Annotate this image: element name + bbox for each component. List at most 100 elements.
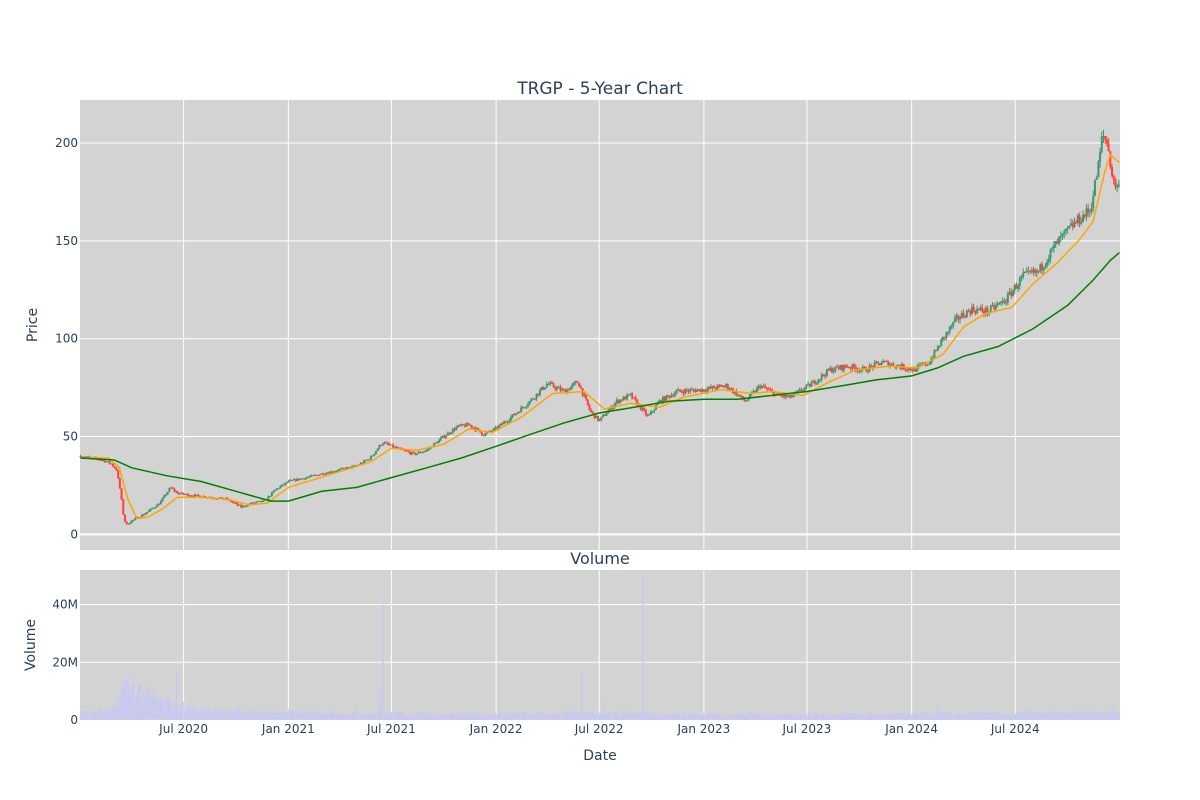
volume-bar (612, 714, 615, 720)
candle-body (1081, 214, 1084, 222)
candle-body (800, 389, 803, 392)
volume-bar (93, 711, 96, 720)
volume-bar (670, 714, 673, 720)
candle-body (933, 350, 936, 359)
candle-body (571, 384, 574, 387)
volume-bar (305, 711, 307, 720)
volume-bar (1022, 712, 1025, 720)
candle-body (745, 400, 748, 402)
candle-body (110, 463, 113, 465)
volume-bar (551, 712, 553, 720)
volume-bar (452, 712, 454, 720)
volume-bar (344, 715, 347, 720)
volume-bar (995, 711, 997, 720)
volume-bar (504, 715, 507, 720)
candle-body (253, 502, 256, 504)
candle-body (1010, 291, 1013, 296)
candle-body (1105, 139, 1108, 144)
candle-body (996, 304, 999, 306)
volume-bar (388, 714, 391, 720)
volume-bar (814, 712, 816, 720)
volume-bar (255, 709, 258, 720)
volume-bar (426, 712, 429, 720)
volume-bar (363, 715, 365, 720)
volume-bar (914, 713, 917, 720)
volume-bar (325, 714, 328, 720)
candle-body (530, 398, 533, 402)
candle-body (455, 427, 458, 431)
volume-bar (151, 692, 154, 720)
candle-body (311, 475, 314, 477)
volume-bar (1039, 712, 1042, 720)
volume-bar (1054, 714, 1057, 720)
volume-bar (556, 714, 558, 720)
candle-body (1044, 265, 1047, 268)
candle-body (641, 408, 644, 410)
candle-body (195, 494, 198, 496)
volume-bar (935, 716, 937, 720)
candle-body (1000, 301, 1003, 303)
volume-bar (493, 712, 495, 720)
volume-bar (1044, 714, 1047, 720)
volume-bar (737, 714, 739, 720)
volume-bar (1030, 715, 1033, 720)
volume-bar (723, 714, 726, 720)
volume-bar (1019, 713, 1021, 720)
volume-bar (655, 715, 657, 720)
volume-bar (393, 715, 396, 720)
candle-body (748, 394, 751, 399)
volume-bar (542, 713, 545, 720)
volume-bar (897, 712, 900, 720)
candle-body (716, 385, 719, 389)
volume-bar (535, 712, 538, 720)
volume-bar (1000, 712, 1002, 720)
volume-bar (853, 712, 855, 720)
candle-body (115, 468, 118, 471)
candle-body (267, 496, 270, 500)
volume-bar (262, 713, 265, 720)
volume-bar (368, 715, 370, 720)
volume-bar (132, 683, 135, 720)
candle-body (853, 364, 856, 368)
volume-bar (282, 709, 285, 720)
candle-body (574, 381, 577, 383)
volume-plot-area[interactable] (80, 570, 1120, 720)
candle-body (182, 492, 185, 495)
volume-bar (296, 713, 299, 720)
candle-body (445, 435, 448, 438)
volume-bar (672, 714, 674, 720)
candle-body (730, 388, 733, 390)
volume-bar (390, 711, 393, 720)
volume-bar (989, 712, 992, 720)
price-plot-area[interactable] (80, 100, 1120, 550)
candle-body (458, 425, 461, 427)
date-tick-label: Jan 2023 (676, 722, 730, 736)
volume-bar (322, 715, 324, 720)
candle-body (1030, 271, 1033, 273)
candle-body (760, 386, 763, 388)
candle-body (1025, 270, 1028, 272)
candle-body (482, 434, 485, 436)
candle-body (967, 310, 970, 312)
volume-bar (648, 711, 651, 720)
candle-body (721, 385, 724, 388)
candle-body (282, 484, 285, 486)
volume-spike-bar (175, 673, 178, 720)
volume-bar (503, 713, 505, 720)
volume-bar (762, 713, 765, 720)
candle-body (330, 471, 333, 473)
candle-body (525, 406, 528, 408)
candle-body (197, 494, 200, 496)
volume-bar (1056, 711, 1059, 720)
volume-bar (453, 715, 456, 720)
volume-bar (366, 715, 369, 720)
candle-body (269, 496, 272, 498)
volume-bar (359, 715, 362, 720)
candle-body (415, 453, 418, 455)
volume-bar (928, 714, 931, 720)
candle-body (567, 389, 570, 391)
volume-bar (83, 710, 85, 720)
candle-body (176, 491, 179, 495)
candle-body (103, 459, 106, 462)
volume-bar (996, 713, 999, 720)
